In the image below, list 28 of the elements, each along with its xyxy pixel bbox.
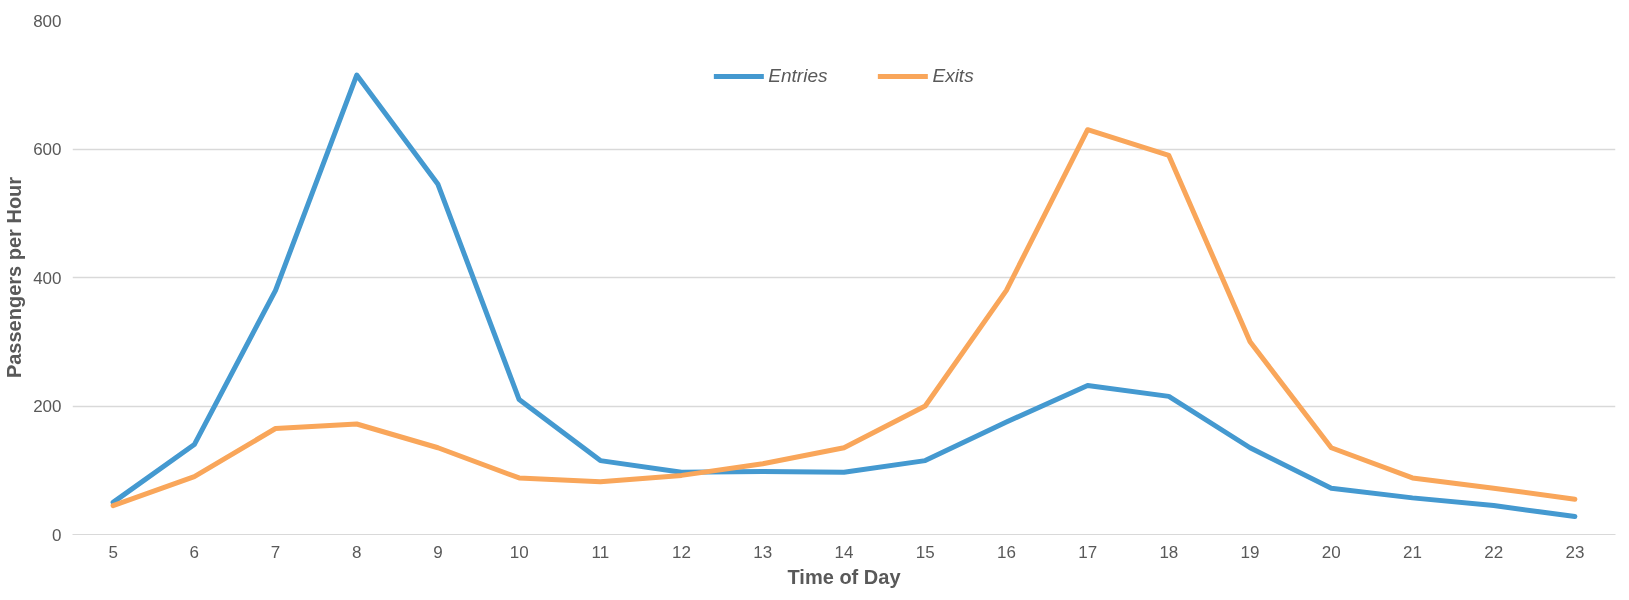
legend-label: Entries [768, 65, 828, 87]
x-tick-label: 21 [1403, 542, 1422, 562]
x-tick-label: 17 [1078, 542, 1098, 562]
x-tick-label: 20 [1321, 542, 1341, 562]
x-tick-label: 19 [1240, 542, 1260, 562]
x-tick-label: 9 [433, 542, 443, 562]
x-tick-label: 16 [996, 542, 1016, 562]
x-tick-label: 12 [672, 542, 692, 562]
y-tick-label: 0 [52, 525, 62, 545]
x-tick-label: 8 [352, 542, 362, 562]
legend-label: Exits [932, 65, 974, 87]
y-axis-title: Passengers per Hour [3, 176, 26, 379]
x-tick-label: 14 [834, 542, 854, 562]
x-tick-label: 10 [509, 542, 529, 562]
x-axis-title: Time of Day [787, 565, 902, 588]
x-tick-label: 6 [189, 542, 200, 562]
x-tick-label: 5 [108, 542, 118, 562]
y-tick-label: 400 [33, 268, 62, 288]
x-tick-label: 7 [270, 542, 281, 562]
x-tick-label: 15 [915, 542, 935, 562]
y-tick-label: 600 [33, 140, 62, 159]
y-tick-label: 200 [33, 397, 62, 416]
x-tick-label: 11 [591, 542, 610, 562]
y-tick-label: 800 [33, 11, 62, 31]
x-tick-label: 18 [1159, 542, 1179, 562]
x-tick-label: 13 [753, 542, 773, 562]
x-tick-label: 22 [1484, 542, 1504, 562]
x-tick-label: 23 [1565, 542, 1585, 562]
